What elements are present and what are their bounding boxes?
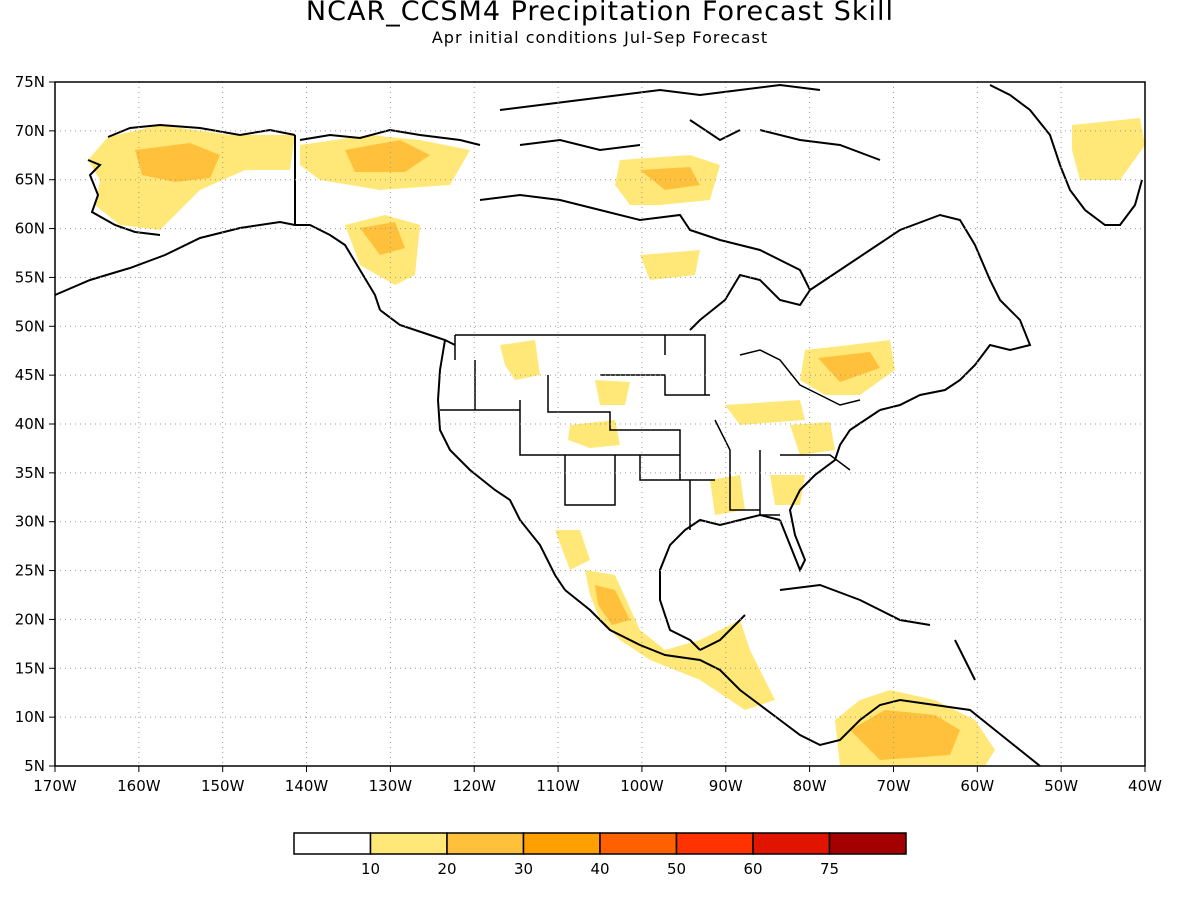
states-outline [440,334,861,530]
colorbar-swatch [599,832,678,855]
lon-label: 80W [793,777,827,795]
lon-label: 150W [201,777,245,795]
lat-label: 10N [15,708,45,726]
lat-label: 50N [15,317,45,335]
colorbar-swatch [369,832,448,855]
greenland-outline [989,84,1143,226]
canada-coast-outline [379,193,1032,411]
colorbar-label: 20 [437,860,456,878]
lat-label: 40N [15,415,45,433]
caribbean-outline [779,583,976,681]
longitude-labels: 170W 160W 150W 140W 130W 120W 110W 100W 90W 80W 70… [33,766,1162,795]
map-title: NCAR_CCSM4 Precipitation Forecast Skill [305,0,895,27]
colorbar-label: 75 [820,860,839,878]
lat-label: 55N [15,268,45,286]
colorbar-label: 30 [514,860,533,878]
lon-label: 50W [1044,777,1078,795]
colorbar-label: 40 [590,860,609,878]
lat-label: 60N [15,220,45,238]
colorbar-swatch [675,832,754,855]
us-west-coast-outline [436,339,566,591]
lat-label: 30N [15,513,45,531]
lat-label: 5N [24,757,45,775]
colorbar-label: 60 [743,860,762,878]
lon-label: 40W [1128,777,1162,795]
lon-label: 120W [452,777,496,795]
colorbar-swatch [752,832,831,855]
lon-label: 90W [709,777,743,795]
lon-label: 60W [960,777,994,795]
lat-label: 15N [15,659,45,677]
map-subtitle: Apr initial conditions Jul-Sep Forecast [431,28,769,47]
lon-label: 130W [369,777,413,795]
colorbar-label: 50 [667,860,686,878]
lon-label: 140W [285,777,329,795]
lat-label: 25N [15,562,45,580]
lon-label: 160W [117,777,161,795]
colorbar-label: 10 [361,860,380,878]
lat-label: 45N [15,366,45,384]
lat-label: 20N [15,610,45,628]
colorbar: 10 20 30 40 50 60 75 [293,832,907,878]
grid-lines [54,81,1146,767]
latitude-labels: 75N 70N 65N 60N 55N 50N 45N 40N 35N 30N 25N 20N 15N 1… [15,73,55,775]
lat-label: 35N [15,464,45,482]
lon-label: 100W [620,777,664,795]
lat-label: 75N [15,73,45,91]
lon-label: 110W [536,777,580,795]
arctic-islands-outline [299,83,881,161]
colorbar-swatch [522,832,601,855]
lat-label: 65N [15,171,45,189]
colorbar-swatch [446,832,525,855]
lat-label: 70N [15,122,45,140]
lon-label: 170W [33,777,77,795]
lon-label: 70W [877,777,911,795]
colorbar-swatch [828,832,907,855]
us-east-coast-outline [659,409,881,651]
colorbar-swatch [293,832,372,855]
land-outlines [54,83,1143,767]
skill-shading [88,118,1145,766]
mexico-outline [564,589,1041,767]
